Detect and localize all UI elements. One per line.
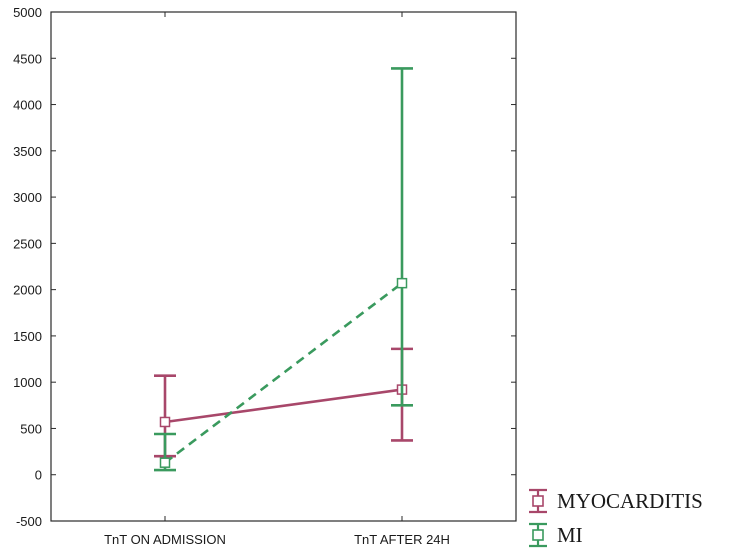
y-tick-label: 500 — [20, 421, 42, 436]
legend-label: MI — [557, 523, 583, 547]
series-line — [164, 388, 403, 424]
x-category-label: TnT ON ADMISSION — [104, 532, 226, 547]
data-point — [159, 416, 171, 428]
y-tick-label: 0 — [35, 468, 42, 483]
x-category-label: TnT AFTER 24H — [354, 532, 450, 547]
y-tick-label: 1000 — [13, 375, 42, 390]
y-tick-label: 5000 — [13, 5, 42, 20]
y-tick-label: 1500 — [13, 329, 42, 344]
legend-marker — [532, 495, 544, 507]
series-line — [164, 282, 403, 464]
y-tick-label: 2500 — [13, 236, 42, 251]
x-axis: TnT ON ADMISSION TnT AFTER 24H — [104, 12, 450, 547]
legend-item-mi: MI — [529, 522, 583, 548]
legend: MYOCARDITIS MI — [529, 488, 703, 548]
data-point — [396, 277, 408, 289]
y-tick-label: 3000 — [13, 190, 42, 205]
series-mi — [154, 67, 413, 472]
y-tick-label: 4500 — [13, 51, 42, 66]
legend-label: MYOCARDITIS — [557, 489, 703, 513]
y-axis: -500 0 500 1000 1500 2000 2500 3000 3500 4000 4500… — [13, 5, 516, 529]
series-layer — [154, 67, 413, 472]
data-point — [159, 457, 171, 468]
y-tick-label: 2000 — [13, 283, 42, 298]
legend-item-myocarditis: MYOCARDITIS — [529, 488, 703, 514]
y-tick-label: 4000 — [13, 98, 42, 113]
y-tick-label: 3500 — [13, 144, 42, 159]
y-tick-label: -500 — [16, 514, 42, 529]
legend-marker — [532, 529, 544, 541]
plot-frame — [50, 11, 517, 522]
